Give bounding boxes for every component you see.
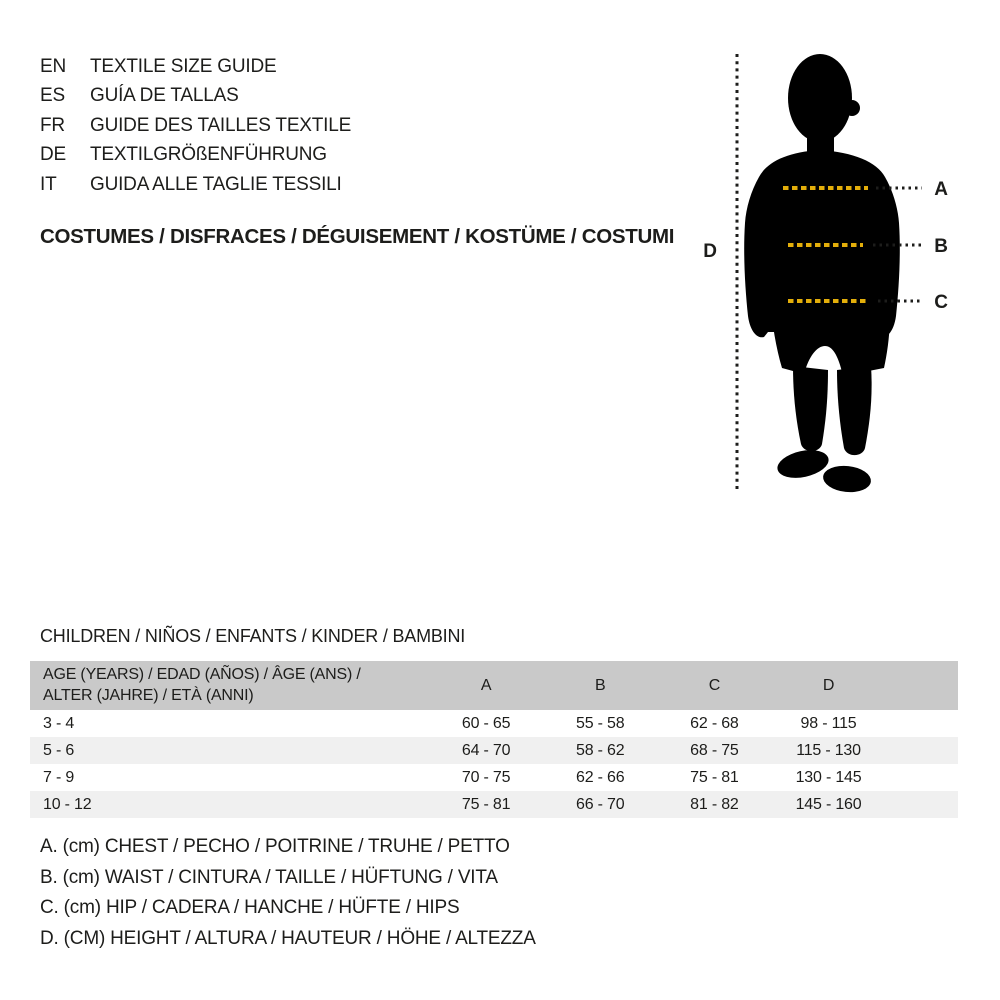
filler-cell	[886, 764, 958, 791]
size-row-10-12: 10 - 12 75 - 81 66 - 70 81 - 82 145 - 16…	[30, 791, 958, 818]
filler-cell	[886, 791, 958, 818]
waist-cell: 55 - 58	[576, 714, 625, 732]
column-header-d: D	[771, 661, 886, 710]
child-silhouette	[744, 54, 900, 493]
filler-cell	[886, 710, 958, 737]
silhouette-torso	[744, 150, 900, 338]
age-cell: 10 - 12	[43, 795, 92, 813]
chest-cell: 64 - 70	[461, 741, 511, 759]
silhouette-shorts	[770, 298, 891, 376]
chest-measure-label: A	[934, 179, 948, 200]
language-row-en: EN TEXTILE SIZE GUIDE	[40, 52, 351, 81]
guide-title-it: GUIDA ALLE TAGLIE TESSILI	[90, 173, 342, 195]
silhouette-right-leg	[837, 366, 872, 456]
filler-cell	[886, 737, 958, 764]
guide-title-es: GUÍA DE TALLAS	[90, 85, 239, 107]
language-row-fr: FR GUIDE DES TAILLES TEXTILE	[40, 111, 351, 140]
hip-cell: 81 - 82	[690, 795, 739, 813]
category-title: COSTUMES / DISFRACES / DÉGUISEMENT / KOS…	[40, 225, 675, 248]
height-cell: 115 - 130	[796, 741, 861, 759]
silhouette-head	[788, 54, 852, 142]
column-header-c: C	[657, 661, 772, 710]
hip-cell: 68 - 75	[690, 741, 739, 759]
legend-chest: A. (cm) CHEST / PECHO / POITRINE / TRUHE…	[40, 836, 510, 857]
age-cell: 5 - 6	[43, 741, 75, 759]
silhouette-left-leg	[793, 366, 828, 452]
guide-title-de: TEXTILGRÖßENFÜHRUNG	[90, 144, 327, 166]
language-code: ES	[40, 85, 65, 107]
chest-cell: 75 - 81	[461, 795, 511, 813]
legend-hip: C. (cm) HIP / CADERA / HANCHE / HÜFTE / …	[40, 897, 460, 919]
legend-waist: B. (cm) WAIST / CINTURA / TAILLE / HÜFTU…	[40, 866, 498, 888]
language-code: EN	[40, 56, 66, 77]
language-code: DE	[40, 144, 66, 166]
language-row-es: ES GUÍA DE TALLAS	[40, 81, 351, 110]
size-row-7-9: 7 - 9 70 - 75 62 - 66 75 - 81 130 - 145	[30, 764, 958, 791]
language-title-list: EN TEXTILE SIZE GUIDE ES GUÍA DE TALLAS …	[40, 52, 351, 199]
size-table: AGE (YEARS) / EDAD (AÑOS) / ÂGE (ANS) / …	[30, 661, 958, 818]
chest-cell: 70 - 75	[461, 768, 511, 786]
language-row-de: DE TEXTILGRÖßENFÜHRUNG	[40, 140, 351, 169]
height-measure-label: D	[703, 241, 717, 262]
size-row-3-4: 3 - 4 60 - 65 55 - 58 62 - 68 98 - 115	[30, 710, 958, 737]
column-header-a: A	[429, 661, 544, 710]
height-cell: 98 - 115	[800, 714, 857, 732]
age-cell: 3 - 4	[43, 714, 75, 732]
hip-measure-label: C	[934, 292, 948, 313]
silhouette-right-foot	[823, 465, 871, 493]
age-column-header: AGE (YEARS) / EDAD (AÑOS) / ÂGE (ANS) / …	[30, 661, 430, 710]
column-header-filler	[885, 661, 958, 710]
waist-measure-label: B	[934, 236, 948, 257]
hip-cell: 62 - 68	[690, 714, 739, 732]
child-silhouette-figure: D A B C	[703, 54, 948, 493]
waist-cell: 62 - 66	[576, 768, 625, 786]
age-cell: 7 - 9	[43, 768, 75, 786]
age-header-line1: AGE (YEARS) / EDAD (AÑOS) / ÂGE (ANS) /	[43, 666, 361, 683]
age-header-line2: ALTER (JAHRE) / ETÀ (ANNI)	[43, 686, 254, 704]
guide-title-fr: GUIDE DES TAILLES TEXTILE	[90, 114, 352, 136]
language-code: FR	[40, 114, 65, 136]
silhouette-ear	[844, 100, 860, 116]
language-row-it: IT GUIDA ALLE TAGLIE TESSILI	[40, 170, 351, 199]
hip-cell: 75 - 81	[690, 768, 739, 786]
column-header-b: B	[543, 661, 658, 710]
language-code: IT	[40, 173, 57, 195]
measure-legend: A. (cm) CHEST / PECHO / POITRINE / TRUHE…	[40, 832, 536, 955]
table-section-title: CHILDREN / NIÑOS / ENFANTS / KINDER / BA…	[40, 626, 466, 646]
waist-cell: 58 - 62	[576, 741, 625, 759]
legend-height: D. (CM) HEIGHT / ALTURA / HAUTEUR / HÖHE…	[40, 928, 536, 950]
waist-cell: 66 - 70	[576, 795, 625, 813]
size-row-5-6: 5 - 6 64 - 70 58 - 62 68 - 75 115 - 130	[30, 737, 958, 764]
size-table-header-row: AGE (YEARS) / EDAD (AÑOS) / ÂGE (ANS) / …	[30, 661, 958, 710]
guide-title-en: TEXTILE SIZE GUIDE	[90, 56, 277, 77]
height-cell: 145 - 160	[795, 795, 862, 813]
height-cell: 130 - 145	[795, 768, 862, 786]
chest-cell: 60 - 65	[461, 714, 511, 732]
silhouette-left-foot	[777, 450, 829, 478]
